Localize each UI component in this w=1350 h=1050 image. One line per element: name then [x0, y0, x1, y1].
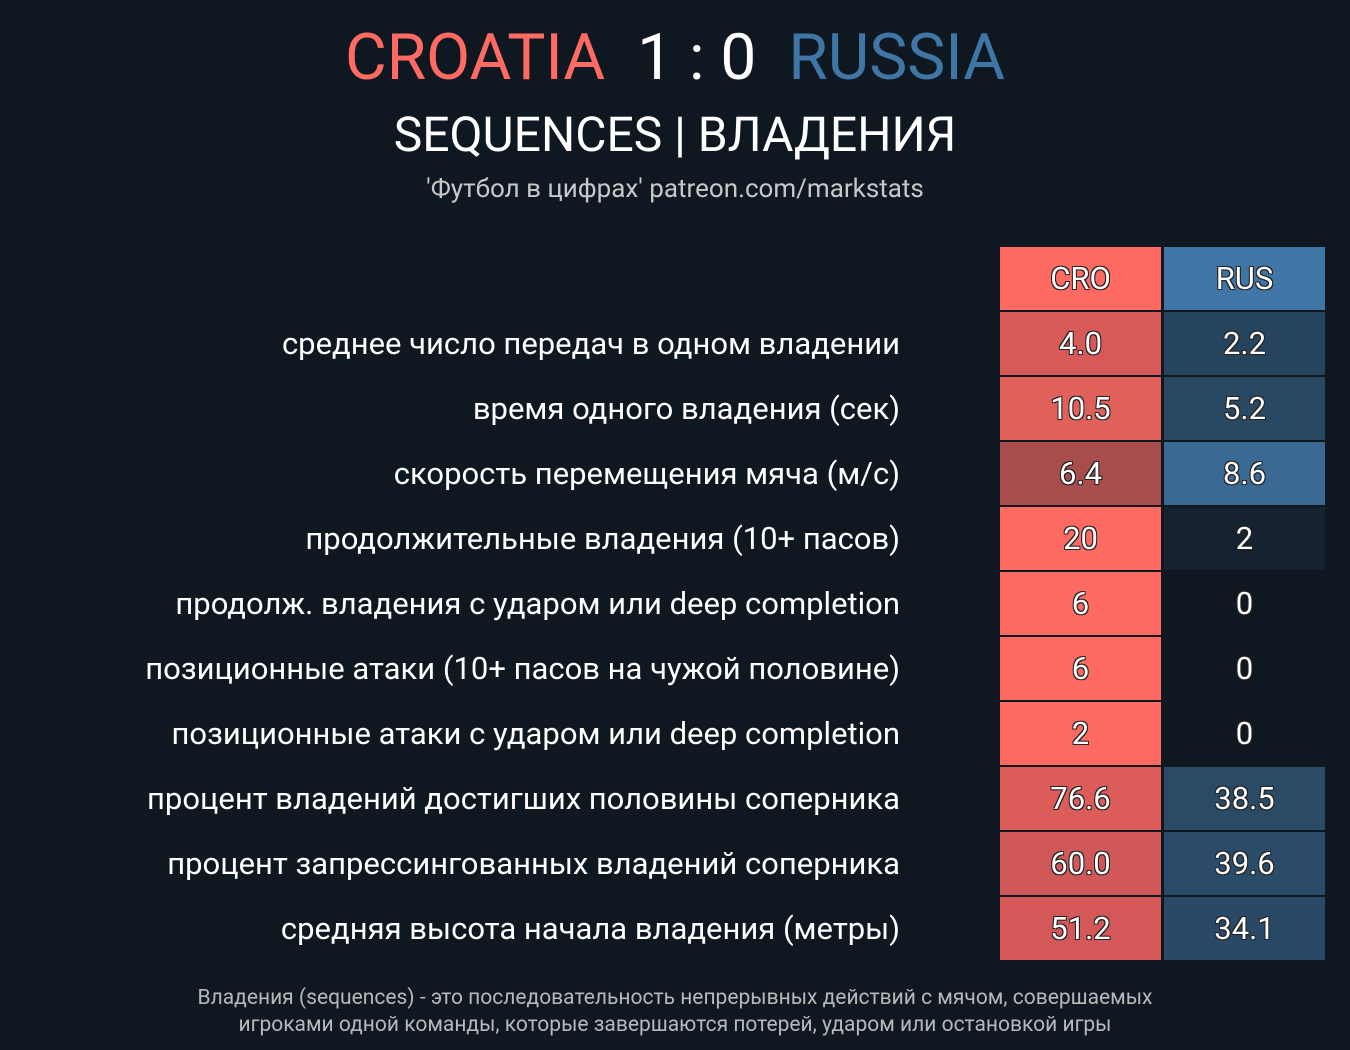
value-cell: 34.1 [1164, 897, 1325, 960]
credit: 'Футбол в цифрах' patreon.com/markstats [426, 174, 924, 204]
value-cell: 39.6 [1164, 832, 1325, 895]
scoreline: CROATIA 1 : 0 RUSSIA [0, 20, 1350, 95]
value-cell: 76.6 [1000, 767, 1161, 830]
value-cell: 51.2 [1000, 897, 1161, 960]
value-cell: 6.4 [1000, 442, 1161, 505]
value-cell: 6 [1000, 637, 1161, 700]
row-label: средняя высота начала владения (метры) [280, 910, 900, 947]
value-cell: 60.0 [1000, 832, 1161, 895]
row-label: среднее число передач в одном владении [281, 325, 900, 362]
row-label: продолж. владения с ударом или deep comp… [175, 585, 900, 622]
row-label: позиционные атаки (10+ пасов на чужой по… [145, 650, 900, 687]
value-cell: 4.0 [1000, 312, 1161, 375]
score: 1 : 0 [637, 20, 757, 95]
value-cell: 10.5 [1000, 377, 1161, 440]
row-label: продолжительные владения (10+ пасов) [305, 520, 900, 557]
away-team: RUSSIA [788, 20, 1005, 95]
value-cell: 0 [1235, 715, 1254, 752]
row-label: позиционные атаки с ударом или deep comp… [171, 715, 900, 752]
row-label: время одного владения (сек) [472, 390, 900, 427]
value-cell: 20 [1000, 507, 1161, 570]
title: SEQUENCES | ВЛАДЕНИЯ [393, 106, 957, 163]
value-cell: 5.2 [1164, 377, 1325, 440]
value-cell: 8.6 [1164, 442, 1325, 505]
row-label: скорость перемещения мяча (м/с) [393, 455, 900, 492]
value-cell: 2 [1000, 702, 1161, 765]
column-header: CRO [1000, 247, 1161, 310]
row-label: процент владений достигших половины сопе… [147, 780, 900, 817]
footer-line: игроками одной команды, которые завершаю… [238, 1013, 1112, 1037]
value-cell: 0 [1235, 650, 1254, 687]
value-cell: 0 [1235, 585, 1254, 622]
value-cell: 38.5 [1164, 767, 1325, 830]
value-cell: 6 [1000, 572, 1161, 635]
column-header: RUS [1164, 247, 1325, 310]
value-cell: 2.2 [1164, 312, 1325, 375]
value-cell: 2 [1164, 507, 1325, 570]
row-label: процент запрессингованных владений сопер… [167, 845, 900, 882]
footer-line: Владения (sequences) - это последователь… [197, 986, 1153, 1010]
home-team: CROATIA [345, 20, 606, 95]
